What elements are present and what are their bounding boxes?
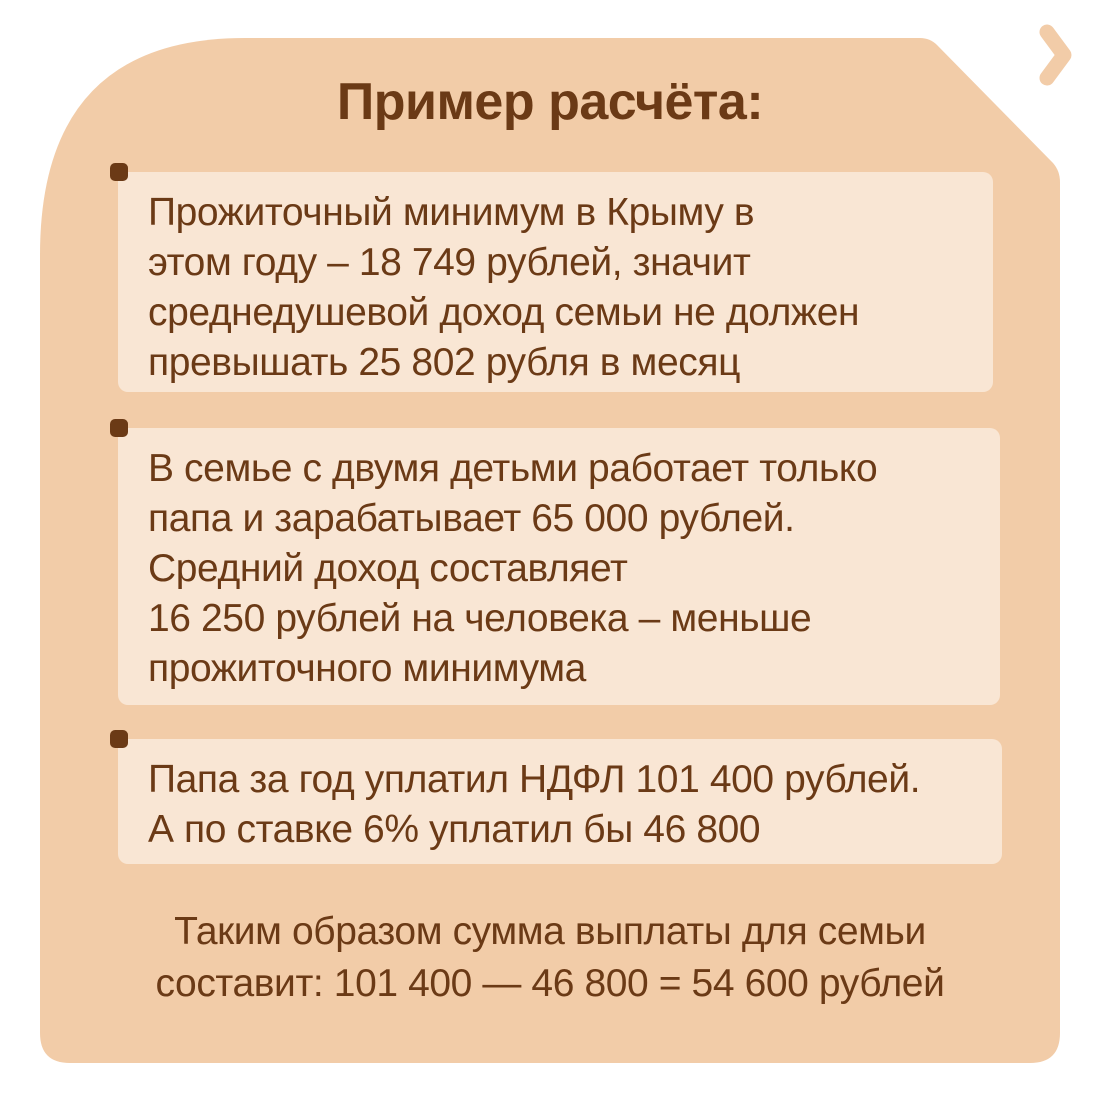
list-item: Папа за год уплатил НДФЛ 101 400 рублей.… [110, 730, 1002, 864]
bullet-icon [110, 419, 128, 437]
item-text: Прожиточный минимум в Крыму в [148, 191, 755, 234]
list-item: Прожиточный минимум в Крыму в этом году … [110, 163, 993, 392]
bullet-icon [110, 163, 128, 181]
list-item: В семье с двумя детьми работает только п… [110, 419, 1000, 705]
summary: Таким образом сумма выплаты для семьи со… [0, 906, 1100, 1010]
item-text: В семье с двумя детьми работает только [148, 447, 878, 490]
item-text: превышать 25 802 рубля в месяц [148, 341, 741, 384]
summary-text: Таким образом сумма выплаты для семьи [174, 910, 926, 953]
chevron-right-icon[interactable] [1039, 24, 1072, 86]
item-text: среднедушевой доход семьи не должен [148, 291, 860, 334]
summary-text: составит: 101 400 — 46 800 = 54 600 рубл… [155, 962, 945, 1005]
item-text: папа и зарабатывает 65 000 рублей. [148, 497, 795, 540]
item-text: 16 250 рублей на человека – меньше [148, 597, 812, 640]
item-text: этом году – 18 749 рублей, значит [148, 241, 751, 284]
item-text: Средний доход составляет [148, 547, 628, 590]
bullet-icon [110, 730, 128, 748]
item-text: Папа за год уплатил НДФЛ 101 400 рублей. [148, 758, 921, 801]
item-text: прожиточного минимума [148, 647, 586, 690]
page-title: Пример расчёта: [336, 73, 764, 131]
item-text: А по ставке 6% уплатил бы 46 800 [148, 808, 761, 851]
